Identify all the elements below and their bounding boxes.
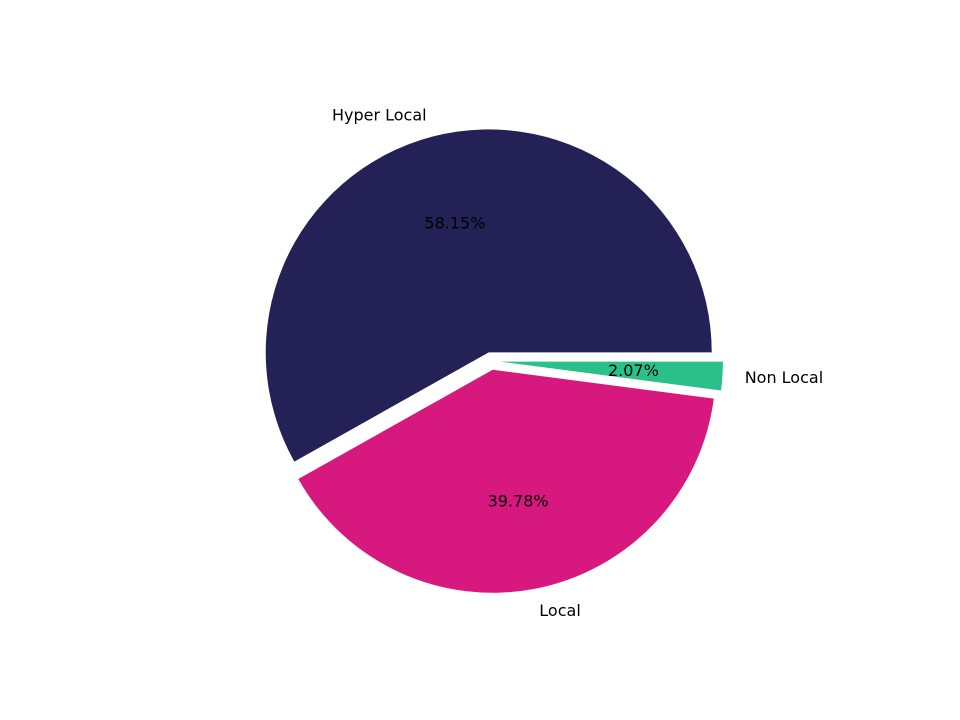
pie-label-local: Local bbox=[539, 601, 580, 620]
pie-pct-hyper-local: 58.15% bbox=[424, 213, 485, 232]
pie-label-hyper-local: Hyper Local bbox=[332, 106, 427, 125]
pie-pct-non-local: 2.07% bbox=[608, 361, 659, 380]
pie-pct-local: 39.78% bbox=[488, 492, 549, 511]
pie-slice-non-local bbox=[499, 361, 723, 391]
pie-slice-hyper-local bbox=[265, 129, 712, 462]
pie-slice-local bbox=[298, 369, 714, 593]
pie-label-non-local: Non Local bbox=[745, 368, 823, 387]
